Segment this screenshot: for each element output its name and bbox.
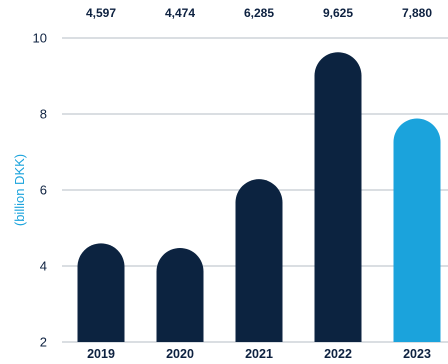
- bar-2020: [156, 247, 204, 342]
- value-labels: 4,597 4,474 6,285 9,625 7,880: [86, 6, 432, 20]
- y-axis-label: (billion DKK): [12, 154, 27, 226]
- bar-series: [77, 52, 441, 342]
- value-label-2019: 4,597: [86, 6, 116, 20]
- y-tick-labels: 2 4 6 8 10: [33, 31, 47, 350]
- category-label-2023: 2023: [403, 347, 431, 361]
- bar-2023: [393, 118, 441, 342]
- bar-2021: [235, 179, 283, 342]
- category-label-2020: 2020: [166, 347, 194, 361]
- category-label-2021: 2021: [245, 347, 273, 361]
- y-tick-2: 2: [40, 335, 47, 350]
- bar-2019: [77, 243, 125, 342]
- value-label-2021: 6,285: [244, 6, 274, 20]
- value-label-2022: 9,625: [323, 6, 353, 20]
- y-tick-8: 8: [40, 107, 47, 122]
- value-label-2020: 4,474: [165, 6, 195, 20]
- value-label-2023: 7,880: [402, 6, 432, 20]
- y-tick-4: 4: [40, 259, 47, 274]
- category-label-2022: 2022: [324, 347, 352, 361]
- category-labels: 2019 2020 2021 2022 2023: [87, 347, 431, 361]
- category-label-2019: 2019: [87, 347, 115, 361]
- y-tick-6: 6: [40, 183, 47, 198]
- y-tick-10: 10: [33, 31, 47, 46]
- bar-2022: [314, 52, 362, 342]
